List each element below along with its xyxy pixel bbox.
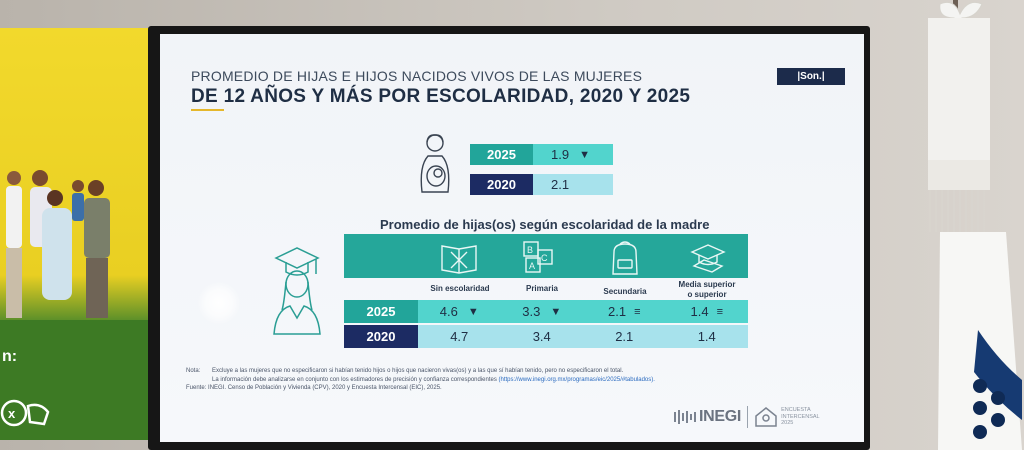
slide: PROMEDIO DE HIJAS E HIJOS NACIDOS VIVOS … xyxy=(160,34,864,442)
summary-row-2020: 2020 2.1 xyxy=(470,174,613,195)
equal-icon: ≡ xyxy=(634,305,641,318)
table-cell: 2.1 xyxy=(583,325,666,348)
graduation-cap-icon xyxy=(690,244,726,273)
census-label-line: INTERCENSAL xyxy=(781,413,820,420)
summary-value-text: 2.1 xyxy=(551,177,570,192)
tabulados-link[interactable]: (https://www.inegi.org.mx/programas/eic/… xyxy=(498,376,655,383)
decrease-arrow-icon: ▼ xyxy=(579,148,590,161)
decrease-arrow-icon: ▼ xyxy=(550,305,562,318)
state-badge: |Son.| xyxy=(777,68,845,85)
summary-value: 2.1 xyxy=(533,174,613,195)
slide-title-line1: PROMEDIO DE HIJAS E HIJOS NACIDOS VIVOS … xyxy=(191,68,643,84)
light-glare xyxy=(198,282,240,324)
backpack-icon xyxy=(612,241,638,275)
table-cell: 1.4 xyxy=(665,325,748,348)
slide-title-line2: DE 12 AÑOS Y MÁS POR ESCOLARIDAD, 2020 Y… xyxy=(191,86,691,107)
table-row-2025: 2025 4.6 ▼ 3.3 ▼ 2.1 ≡ 1.4 ≡ xyxy=(344,300,748,323)
table-cell: 1.4 ≡ xyxy=(665,300,748,323)
summary-year: 2025 xyxy=(470,144,533,165)
census-label: ENCUESTA INTERCENSAL 2025 xyxy=(781,407,820,427)
cell-value: 2.1 xyxy=(608,304,627,319)
svg-text:C: C xyxy=(541,253,548,263)
graduate-woman-icon xyxy=(273,247,321,335)
flag-ribbon xyxy=(928,1,1022,450)
svg-text:x: x xyxy=(8,406,16,421)
decrease-arrow-icon: ▼ xyxy=(467,305,479,318)
table-cell: 3.3 ▼ xyxy=(500,300,583,323)
category-label-secundaria: Secundaria xyxy=(603,287,647,296)
table-cell: 4.7 xyxy=(418,325,501,348)
cell-value: 3.3 xyxy=(522,304,541,319)
summary-year: 2020 xyxy=(470,174,533,195)
inegi-logo-icon xyxy=(674,410,696,424)
row-year: 2020 xyxy=(344,325,418,348)
mother-baby-icon xyxy=(420,134,450,193)
left-screen: n: x xyxy=(0,28,152,440)
table-row-2020: 2020 4.7 3.4 2.1 1.4 xyxy=(344,325,748,348)
logo-separator xyxy=(747,406,749,428)
summary-value: 1.9 ▼ xyxy=(533,144,613,165)
census-label-line: ENCUESTA xyxy=(781,407,811,414)
cell-value: 4.6 xyxy=(439,304,458,319)
footnote: Nota: Excluye a las mujeres que no especi… xyxy=(186,367,655,393)
table-cell: 4.6 ▼ xyxy=(418,300,501,323)
summary-row-2025: 2025 1.9 ▼ xyxy=(470,144,613,165)
census-house-icon xyxy=(755,407,777,427)
note-text: Excluye a las mujeres que no especificar… xyxy=(212,368,624,374)
summary-value-text: 1.9 xyxy=(551,147,570,162)
source-text: INEGI. Censo de Población y Vivienda (CP… xyxy=(208,385,442,391)
note-text: La información debe analizarse en conjun… xyxy=(212,376,497,383)
category-label-line: o superior xyxy=(687,290,727,299)
svg-text:B: B xyxy=(527,245,533,255)
section-subtitle: Promedio de hijas(os) según escolaridad … xyxy=(380,217,710,232)
title-accent-line xyxy=(191,109,224,111)
category-label-line: Media superior xyxy=(678,280,736,289)
left-screen-text: n: xyxy=(2,348,18,365)
category-label-primaria: Primaria xyxy=(525,284,559,293)
category-label-sin-escolaridad: Sin escolaridad xyxy=(430,284,490,293)
cell-value: 1.4 xyxy=(690,304,709,319)
hand-click-icon: x xyxy=(0,399,50,427)
note-label: Nota: xyxy=(186,368,201,374)
equal-icon: ≡ xyxy=(716,305,723,318)
table-cell: 2.1 ≡ xyxy=(583,300,666,323)
svg-text:A: A xyxy=(529,261,535,271)
source-label: Fuente: xyxy=(186,385,207,391)
family-photo xyxy=(6,170,110,318)
no-schooling-icon xyxy=(441,245,477,274)
row-year: 2025 xyxy=(344,300,418,323)
census-label-line: 2025 xyxy=(781,420,794,427)
category-header-band xyxy=(344,234,748,278)
logo-area: INEGI ENCUESTA INTERCENSAL 2025 xyxy=(674,406,820,428)
category-label-media-superior: Media superior o superior xyxy=(666,280,748,300)
inegi-logo-text: INEGI xyxy=(699,408,742,425)
primary-blocks-icon: B C A xyxy=(523,241,553,273)
table-cell: 3.4 xyxy=(500,325,583,348)
